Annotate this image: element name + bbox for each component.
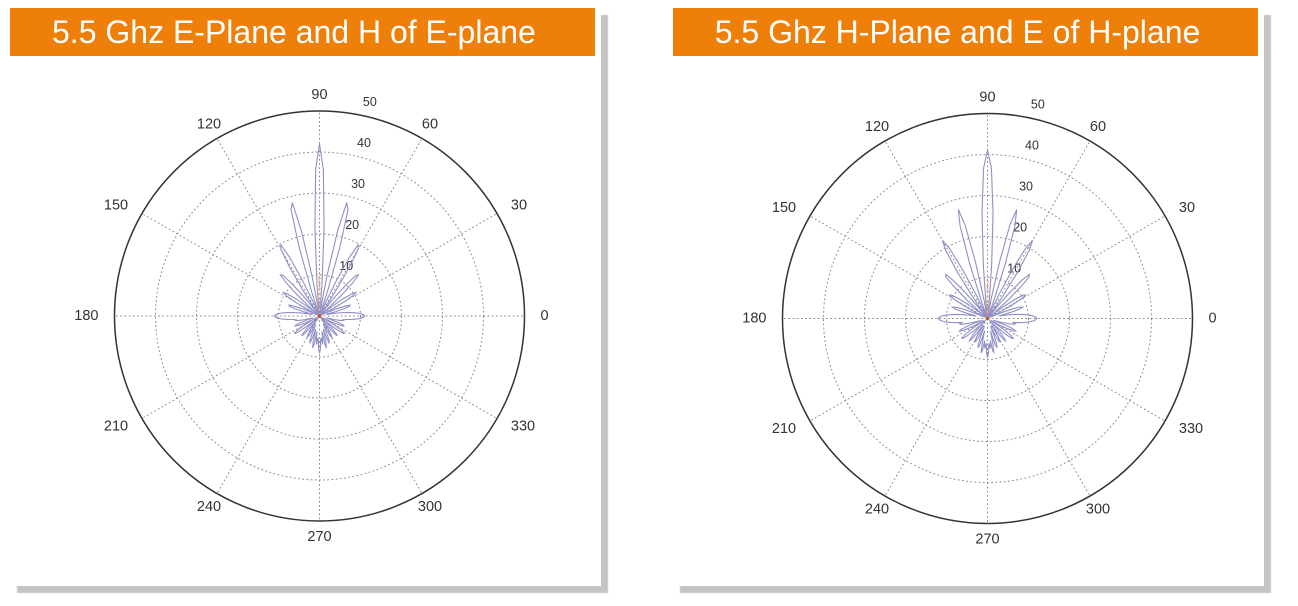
svg-text:60: 60 — [1090, 119, 1106, 135]
svg-text:30: 30 — [1179, 200, 1195, 216]
svg-text:330: 330 — [1179, 421, 1203, 437]
svg-text:30: 30 — [511, 197, 527, 213]
svg-text:0: 0 — [541, 308, 549, 324]
svg-text:30: 30 — [351, 177, 365, 191]
svg-text:330: 330 — [511, 418, 535, 434]
svg-text:120: 120 — [865, 119, 889, 135]
svg-text:180: 180 — [742, 310, 766, 326]
svg-text:90: 90 — [311, 87, 327, 103]
svg-text:90: 90 — [979, 89, 995, 105]
svg-text:240: 240 — [197, 499, 221, 515]
svg-text:120: 120 — [197, 116, 221, 132]
svg-text:60: 60 — [422, 116, 438, 132]
svg-text:30: 30 — [1019, 179, 1033, 193]
svg-text:40: 40 — [1025, 138, 1039, 152]
svg-text:50: 50 — [1031, 97, 1045, 111]
svg-text:300: 300 — [418, 499, 442, 515]
svg-text:150: 150 — [772, 200, 796, 216]
svg-text:210: 210 — [772, 421, 796, 437]
svg-text:240: 240 — [865, 502, 889, 518]
svg-text:40: 40 — [357, 136, 371, 150]
svg-text:150: 150 — [104, 197, 128, 213]
svg-text:20: 20 — [345, 218, 359, 232]
svg-text:0: 0 — [1208, 310, 1216, 326]
svg-text:210: 210 — [104, 418, 128, 434]
svg-text:180: 180 — [74, 308, 98, 324]
svg-text:50: 50 — [363, 95, 377, 109]
svg-text:270: 270 — [307, 529, 331, 545]
svg-text:270: 270 — [975, 531, 999, 547]
svg-text:300: 300 — [1086, 502, 1110, 518]
